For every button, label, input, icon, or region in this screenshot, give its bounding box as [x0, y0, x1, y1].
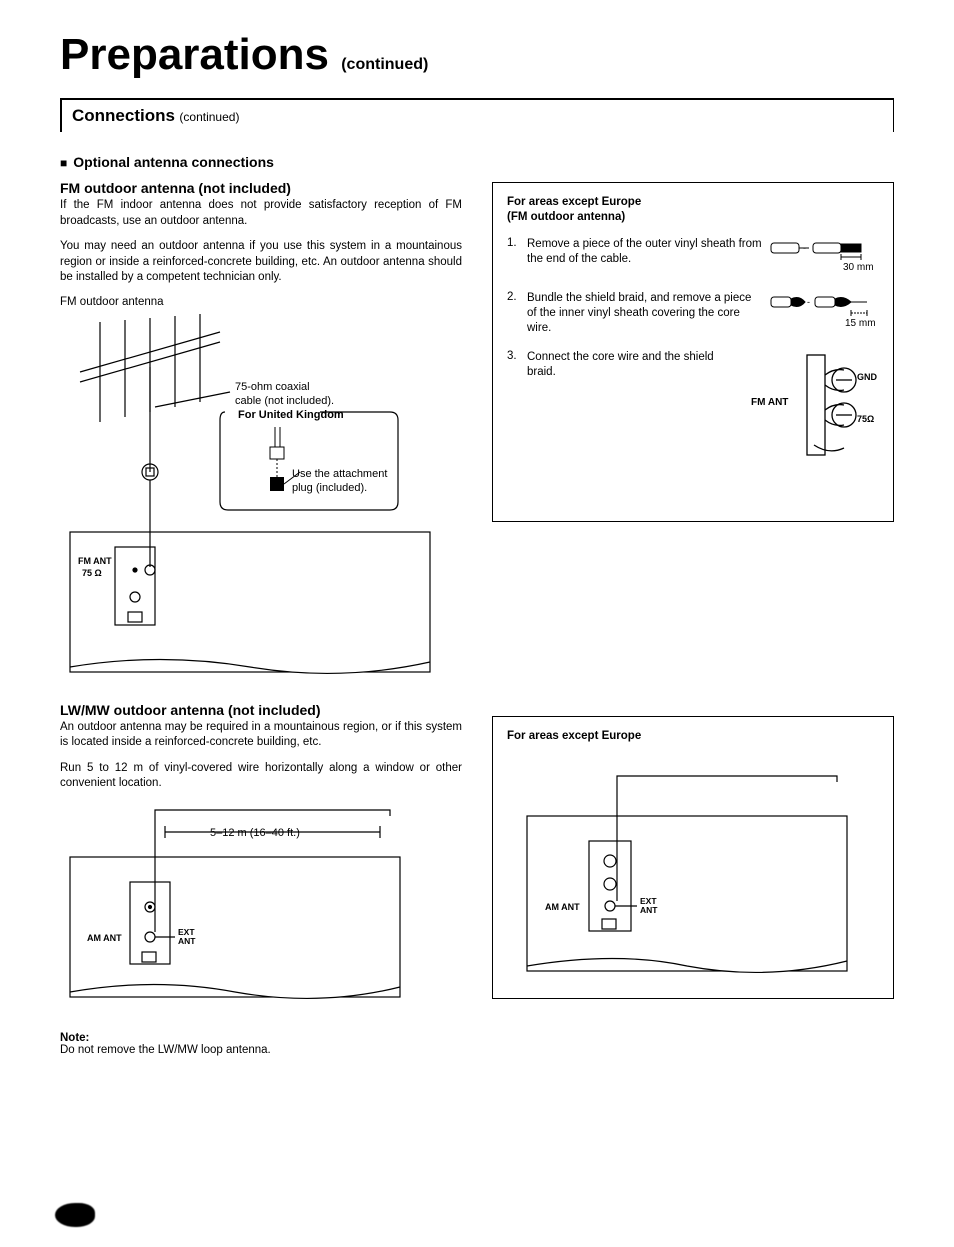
svg-text:75-ohm coaxial: 75-ohm coaxial: [235, 381, 310, 393]
step-1-text: Remove a piece of the outer vinyl sheath…: [527, 237, 763, 277]
fm-paragraph-2: You may need an outdoor antenna if you u…: [60, 239, 462, 286]
svg-text:cable (not included).: cable (not included).: [235, 395, 334, 407]
lw-paragraph-2: Run 5 to 12 m of vinyl-covered wire hori…: [60, 761, 462, 792]
optional-heading: ■ Optional antenna connections: [60, 154, 462, 170]
note-body: Do not remove the LW/MW loop antenna.: [60, 1044, 462, 1056]
svg-text:ANT: ANT: [178, 936, 196, 946]
optional-heading-text: Optional antenna connections: [73, 154, 274, 170]
dim-30mm: 30 mm: [843, 262, 874, 273]
fm-prep-box: For areas except Europe (FM outdoor ante…: [492, 182, 894, 522]
step-number: 1.: [507, 237, 521, 277]
svg-text:AM ANT: AM ANT: [545, 902, 580, 912]
svg-text:75Ω: 75Ω: [857, 414, 874, 424]
svg-text:FM ANT: FM ANT: [751, 397, 788, 408]
fm-prep-title-2: (FM outdoor antenna): [507, 211, 625, 223]
svg-text:Use the attachment: Use the attachment: [292, 468, 387, 480]
uk-title-text: For United Kingdom: [238, 409, 344, 421]
fm-prep-title: For areas except Europe (FM outdoor ante…: [507, 195, 879, 225]
note-heading: Note:: [60, 1032, 462, 1044]
section-continued: (continued): [179, 110, 239, 124]
ink-blot-icon: [55, 1203, 95, 1227]
lw-antenna-figure: 5–12 m (16–40 ft.) AM ANT EXT ANT: [60, 802, 462, 1012]
lw-paragraph-1: An outdoor antenna may be required in a …: [60, 720, 462, 751]
bullet-square-icon: ■: [60, 156, 67, 170]
svg-text:FM ANT: FM ANT: [78, 556, 112, 566]
length-label: 5–12 m (16–40 ft.): [210, 827, 300, 839]
fm-paragraph-1: If the FM indoor antenna does not provid…: [60, 198, 462, 229]
fm-prep-title-1: For areas except Europe: [507, 196, 641, 208]
step-2-text: Bundle the shield braid, and remove a pi…: [527, 291, 763, 336]
svg-text:GND: GND: [857, 372, 878, 382]
svg-text:AM ANT: AM ANT: [87, 933, 122, 943]
section-title: Connections: [72, 106, 175, 125]
fm-step-3: 3. Connect the core wire and the shield …: [507, 350, 879, 470]
note-block: Note: Do not remove the LW/MW loop anten…: [60, 1032, 462, 1056]
step-2-figure: - 15 mm: [769, 291, 879, 336]
right-column: For areas except Europe (FM outdoor ante…: [492, 154, 894, 1056]
title-main: Preparations: [60, 30, 329, 79]
fm-step-1: 1. Remove a piece of the outer vinyl she…: [507, 237, 879, 277]
fm-figure-caption: FM outdoor antenna: [60, 296, 462, 308]
left-column: ■ Optional antenna connections FM outdoor…: [60, 154, 462, 1056]
step-3-figure: FM ANT GND 75Ω: [749, 350, 879, 470]
fm-step-2: 2. Bundle the shield braid, and remove a…: [507, 291, 879, 336]
am-prep-title: For areas except Europe: [507, 729, 879, 744]
step-number: 2.: [507, 291, 521, 336]
lw-title: LW/MW outdoor antenna (not included): [60, 702, 462, 718]
am-figure: AM ANT EXT ANT: [507, 756, 867, 986]
two-column-layout: ■ Optional antenna connections FM outdoor…: [60, 154, 894, 1056]
svg-text:ANT: ANT: [640, 905, 658, 915]
am-prep-box: For areas except Europe AM ANT EXT ANT: [492, 716, 894, 999]
section-header-box: Connections (continued): [60, 98, 894, 132]
fm-title: FM outdoor antenna (not included): [60, 180, 462, 196]
fm-antenna-figure: 75-ohm coaxial cable (not included). For…: [60, 312, 462, 682]
dim-15mm: 15 mm: [845, 318, 876, 329]
step-3-text: Connect the core wire and the shield bra…: [527, 350, 743, 470]
step-1-figure: - 30 mm: [769, 237, 879, 277]
svg-text:-: -: [803, 243, 806, 253]
svg-text:75 Ω: 75 Ω: [82, 568, 102, 578]
svg-text:-: -: [807, 297, 810, 307]
page-title: Preparations (continued): [60, 30, 894, 80]
svg-text:plug (included).: plug (included).: [292, 482, 367, 494]
title-continued: (continued): [341, 56, 428, 73]
step-number: 3.: [507, 350, 521, 470]
